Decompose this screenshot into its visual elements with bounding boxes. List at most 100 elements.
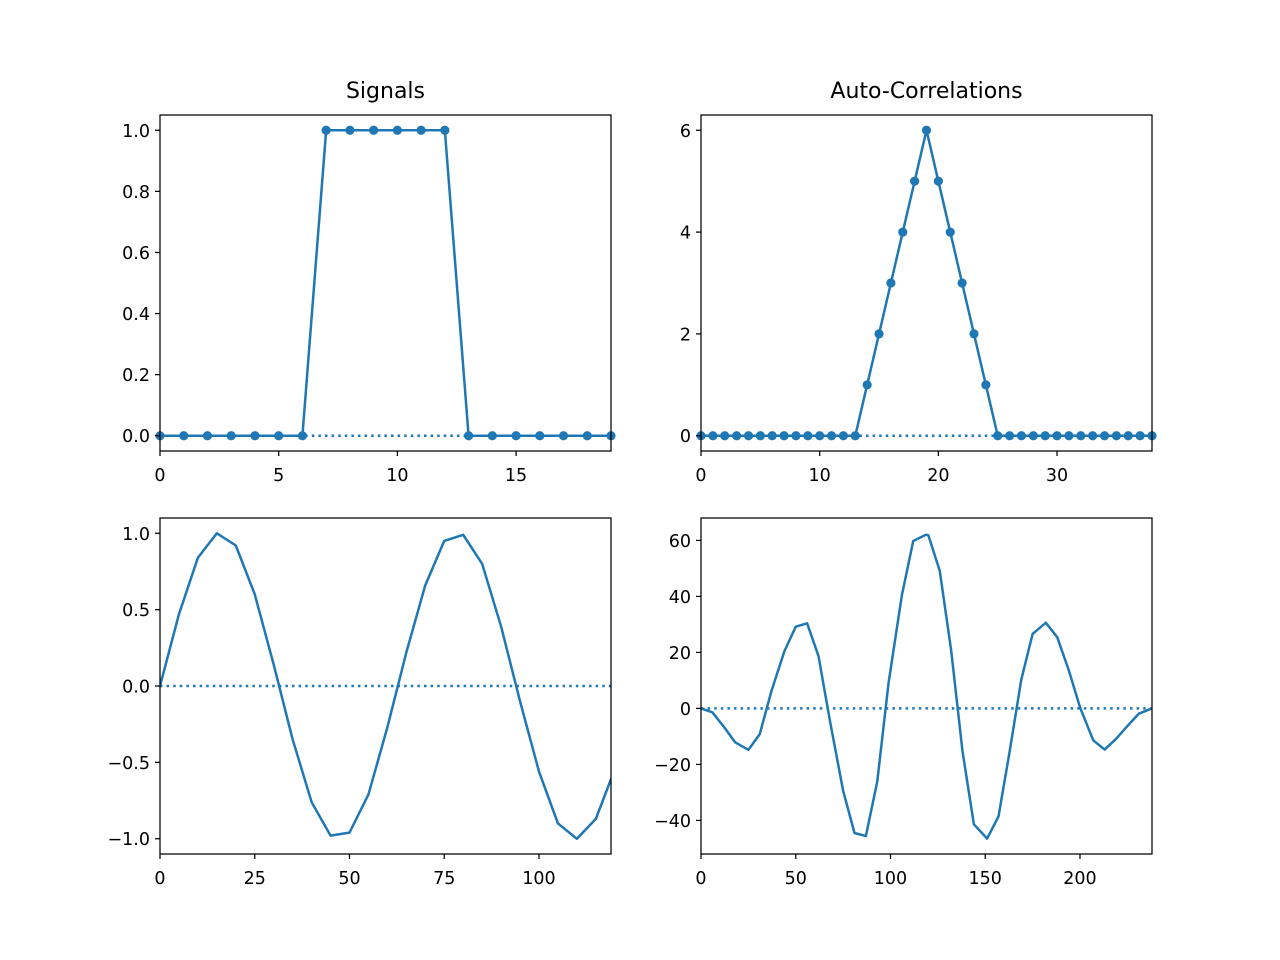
data-point (345, 125, 355, 135)
x-tick-label: 100 (874, 869, 907, 889)
data-point (179, 431, 189, 441)
y-tick-label: 0.0 (122, 678, 150, 698)
data-point (463, 431, 474, 441)
data-point (511, 431, 521, 441)
panel-title: Auto-Correlations (830, 79, 1022, 104)
y-tick-label: 20 (669, 644, 691, 664)
y-tick-label: −0.5 (108, 754, 151, 774)
data-point (886, 278, 896, 288)
data-point (1052, 431, 1062, 441)
y-tick-label: 0.5 (122, 601, 150, 621)
axes-frame (700, 114, 1153, 452)
data-point (803, 431, 813, 441)
data-point (1111, 431, 1121, 441)
data-point (969, 329, 979, 339)
y-tick-label: 0.6 (122, 244, 150, 264)
x-tick-label: 20 (927, 466, 949, 486)
data-point (1004, 431, 1015, 441)
data-point (558, 431, 569, 441)
data-point (850, 431, 860, 441)
x-tick-label: 75 (433, 869, 455, 889)
y-tick-label: 1.0 (122, 122, 150, 142)
y-tick-label: 0 (680, 700, 691, 720)
panel-title: Signals (346, 79, 425, 104)
y-tick-label: 0.8 (122, 183, 150, 203)
data-point (1123, 431, 1133, 441)
data-point (1028, 431, 1038, 441)
signal-rect-plot: Signals 0 5 10 15 0.0 0.2 0.4 0.6 0.8 1.0 (122, 79, 616, 486)
y-tick-label: −40 (654, 812, 691, 832)
y-tick-label: 40 (669, 588, 691, 608)
data-point (945, 227, 955, 237)
x-tick-label: 0 (154, 869, 165, 889)
data-point (732, 431, 742, 441)
data-point (838, 431, 849, 441)
y-tick-label: 0 (680, 427, 691, 447)
x-tick-label: 10 (809, 466, 831, 486)
data-point (720, 431, 730, 441)
data-point (957, 278, 967, 288)
x-tick-label: 0 (695, 869, 706, 889)
data-point (250, 431, 260, 441)
data-point (993, 431, 1003, 441)
data-point (1076, 431, 1086, 441)
y-tick-label: 1.0 (122, 525, 150, 545)
data-point (826, 431, 837, 441)
data-point (755, 431, 765, 441)
data-point (1064, 431, 1074, 441)
x-tick-label: 50 (785, 869, 807, 889)
series-line (701, 533, 1152, 840)
y-tick-label: 60 (669, 532, 691, 552)
y-tick-label: −20 (654, 756, 691, 776)
x-tick-label: 0 (695, 466, 706, 486)
data-point (274, 431, 284, 441)
data-point (321, 125, 331, 135)
data-point (933, 176, 943, 186)
y-tick-label: 4 (680, 224, 691, 244)
data-point (708, 431, 718, 441)
x-tick-label: 150 (969, 869, 1002, 889)
x-tick-label: 5 (273, 466, 284, 486)
data-point (743, 431, 754, 441)
y-tick-label: 0.0 (122, 427, 150, 447)
data-point (416, 125, 426, 135)
data-point (1135, 431, 1145, 441)
autocorr-sine-plot: 0 50 100 150 200 −40 −20 0 20 40 60 (654, 517, 1153, 889)
data-point (767, 431, 777, 441)
x-tick-label: 15 (505, 466, 527, 486)
data-point (487, 431, 497, 441)
data-point (1099, 431, 1110, 441)
data-point (898, 227, 908, 237)
data-point (910, 176, 920, 186)
data-point (1040, 431, 1050, 441)
data-point (874, 329, 884, 339)
data-point (535, 431, 545, 441)
y-tick-label: 0.4 (122, 305, 150, 325)
data-point (392, 125, 402, 135)
y-tick-label: 0.2 (122, 366, 150, 386)
y-tick-label: −1.0 (108, 830, 151, 850)
data-point (921, 125, 932, 135)
series-line (160, 532, 611, 840)
data-point (862, 380, 872, 390)
data-point (582, 431, 592, 441)
axes-frame (159, 114, 612, 452)
x-tick-label: 200 (1063, 869, 1096, 889)
data-point (981, 380, 991, 390)
data-point (1088, 431, 1098, 441)
signal-sine-plot: 0 25 50 75 100 −1.0 −0.5 0.0 0.5 1.0 (108, 517, 612, 889)
data-point (202, 431, 213, 441)
x-tick-label: 0 (154, 466, 165, 486)
x-tick-label: 10 (386, 466, 408, 486)
x-tick-label: 30 (1046, 466, 1068, 486)
y-tick-label: 2 (680, 325, 691, 345)
axes-frame (700, 517, 1153, 855)
x-tick-label: 100 (522, 869, 555, 889)
x-tick-label: 25 (244, 869, 266, 889)
data-point (440, 125, 450, 135)
data-point (1016, 431, 1027, 441)
data-point (226, 431, 236, 441)
data-point (369, 125, 379, 135)
